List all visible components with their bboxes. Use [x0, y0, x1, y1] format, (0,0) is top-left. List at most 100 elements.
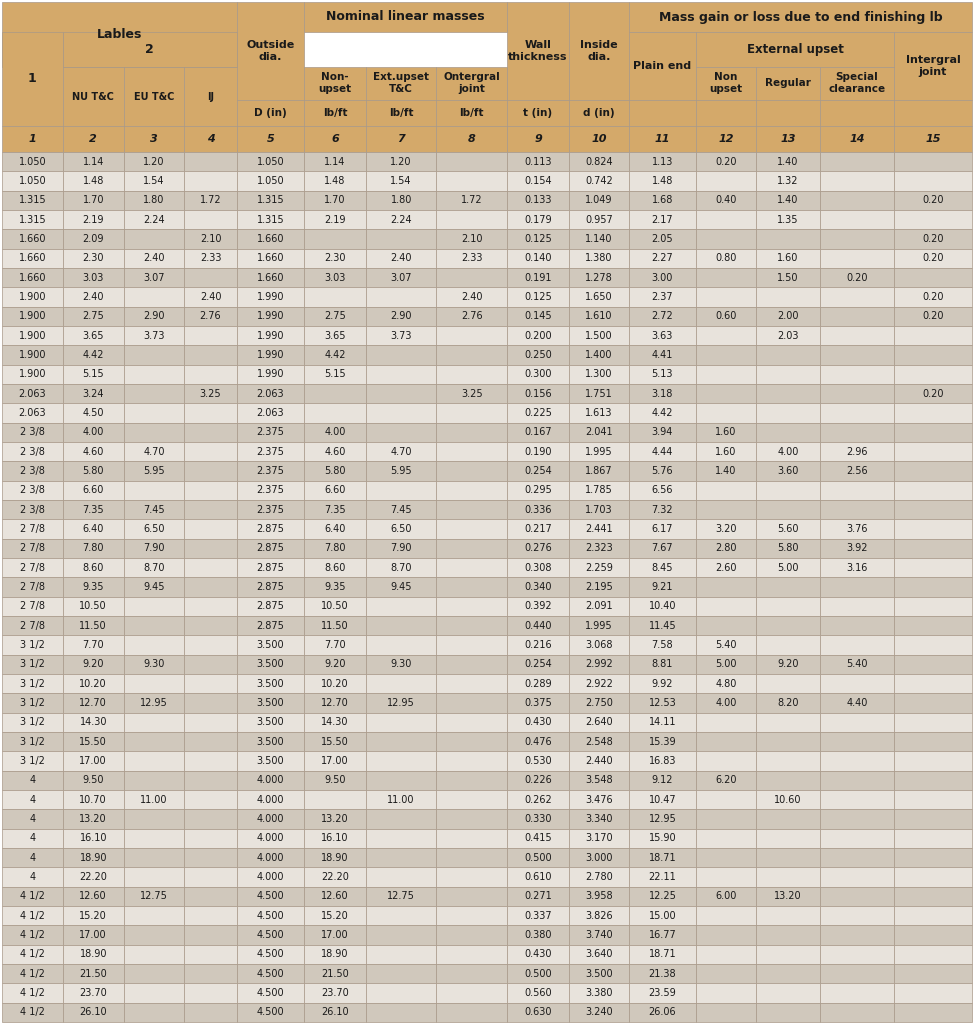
- Bar: [184, 983, 237, 1002]
- Bar: [237, 597, 304, 616]
- Text: Outside
dia.: Outside dia.: [246, 40, 294, 62]
- Bar: [304, 326, 366, 345]
- Bar: [569, 229, 629, 249]
- Bar: [696, 848, 756, 867]
- Bar: [569, 945, 629, 964]
- Text: 2.40: 2.40: [391, 253, 412, 263]
- Bar: [124, 268, 184, 288]
- Bar: [756, 693, 820, 713]
- Text: 12.70: 12.70: [321, 698, 349, 708]
- Bar: [756, 616, 820, 635]
- Bar: [436, 67, 507, 100]
- Text: Nominal linear masses: Nominal linear masses: [326, 10, 485, 24]
- Bar: [366, 674, 436, 693]
- Text: 3.25: 3.25: [200, 389, 221, 398]
- Bar: [63, 964, 124, 983]
- Text: 0.250: 0.250: [524, 350, 552, 360]
- Bar: [756, 983, 820, 1002]
- Text: 5.95: 5.95: [143, 466, 165, 476]
- Text: 0.392: 0.392: [524, 601, 552, 611]
- Text: 1.140: 1.140: [585, 234, 613, 244]
- Bar: [237, 713, 304, 732]
- Text: 0.337: 0.337: [524, 910, 552, 921]
- Bar: [820, 887, 894, 906]
- Text: 10.47: 10.47: [649, 795, 676, 805]
- Text: 1: 1: [28, 134, 36, 144]
- Bar: [436, 384, 507, 403]
- Text: 4.70: 4.70: [391, 446, 412, 457]
- Text: 18.71: 18.71: [649, 853, 676, 862]
- Bar: [507, 790, 569, 809]
- Bar: [304, 945, 366, 964]
- Text: 2.063: 2.063: [256, 389, 284, 398]
- Bar: [184, 345, 237, 365]
- Text: 9: 9: [534, 134, 542, 144]
- Bar: [184, 635, 237, 654]
- Bar: [820, 288, 894, 306]
- Bar: [894, 32, 972, 100]
- Text: 2.76: 2.76: [461, 311, 482, 322]
- Bar: [894, 809, 972, 828]
- Text: 4.60: 4.60: [83, 446, 104, 457]
- Bar: [507, 654, 569, 674]
- Bar: [507, 926, 569, 945]
- Text: 1.80: 1.80: [143, 196, 165, 206]
- Bar: [2, 229, 63, 249]
- Bar: [820, 732, 894, 752]
- Bar: [894, 210, 972, 229]
- Bar: [366, 732, 436, 752]
- Bar: [124, 210, 184, 229]
- Bar: [507, 152, 569, 171]
- Bar: [436, 616, 507, 635]
- Bar: [366, 1002, 436, 1022]
- Bar: [820, 384, 894, 403]
- Bar: [237, 326, 304, 345]
- Text: 0.140: 0.140: [524, 253, 552, 263]
- Text: 21.50: 21.50: [79, 969, 107, 979]
- Bar: [304, 100, 366, 126]
- Bar: [237, 100, 304, 126]
- Bar: [820, 229, 894, 249]
- Bar: [304, 809, 366, 828]
- Bar: [124, 597, 184, 616]
- Bar: [894, 268, 972, 288]
- Bar: [820, 519, 894, 539]
- Bar: [507, 403, 569, 423]
- Text: 1.049: 1.049: [585, 196, 613, 206]
- Bar: [63, 249, 124, 268]
- Text: 0.560: 0.560: [524, 988, 552, 998]
- Text: 3 1/2: 3 1/2: [20, 679, 45, 689]
- Text: 7.45: 7.45: [143, 505, 165, 515]
- Bar: [63, 635, 124, 654]
- Bar: [507, 828, 569, 848]
- Text: 6.40: 6.40: [83, 524, 104, 534]
- Text: 1.660: 1.660: [256, 234, 284, 244]
- Text: 1.70: 1.70: [324, 196, 346, 206]
- Bar: [2, 442, 63, 462]
- Bar: [569, 887, 629, 906]
- Text: 2.063: 2.063: [256, 408, 284, 418]
- Text: 1.050: 1.050: [19, 176, 46, 186]
- Text: 0.824: 0.824: [585, 157, 613, 167]
- Bar: [894, 190, 972, 210]
- Bar: [629, 732, 696, 752]
- Bar: [124, 635, 184, 654]
- Bar: [820, 100, 894, 126]
- Bar: [507, 462, 569, 480]
- Bar: [124, 326, 184, 345]
- Bar: [696, 771, 756, 790]
- Bar: [2, 384, 63, 403]
- Text: 1.48: 1.48: [324, 176, 346, 186]
- Bar: [820, 616, 894, 635]
- Bar: [696, 442, 756, 462]
- Bar: [756, 306, 820, 326]
- Text: 15.90: 15.90: [649, 834, 676, 844]
- Text: 0.20: 0.20: [922, 311, 944, 322]
- Bar: [304, 867, 366, 887]
- Text: 5.95: 5.95: [391, 466, 412, 476]
- Bar: [237, 1002, 304, 1022]
- Text: 4: 4: [29, 814, 35, 824]
- Bar: [696, 926, 756, 945]
- Text: 4.000: 4.000: [256, 872, 284, 882]
- Bar: [696, 306, 756, 326]
